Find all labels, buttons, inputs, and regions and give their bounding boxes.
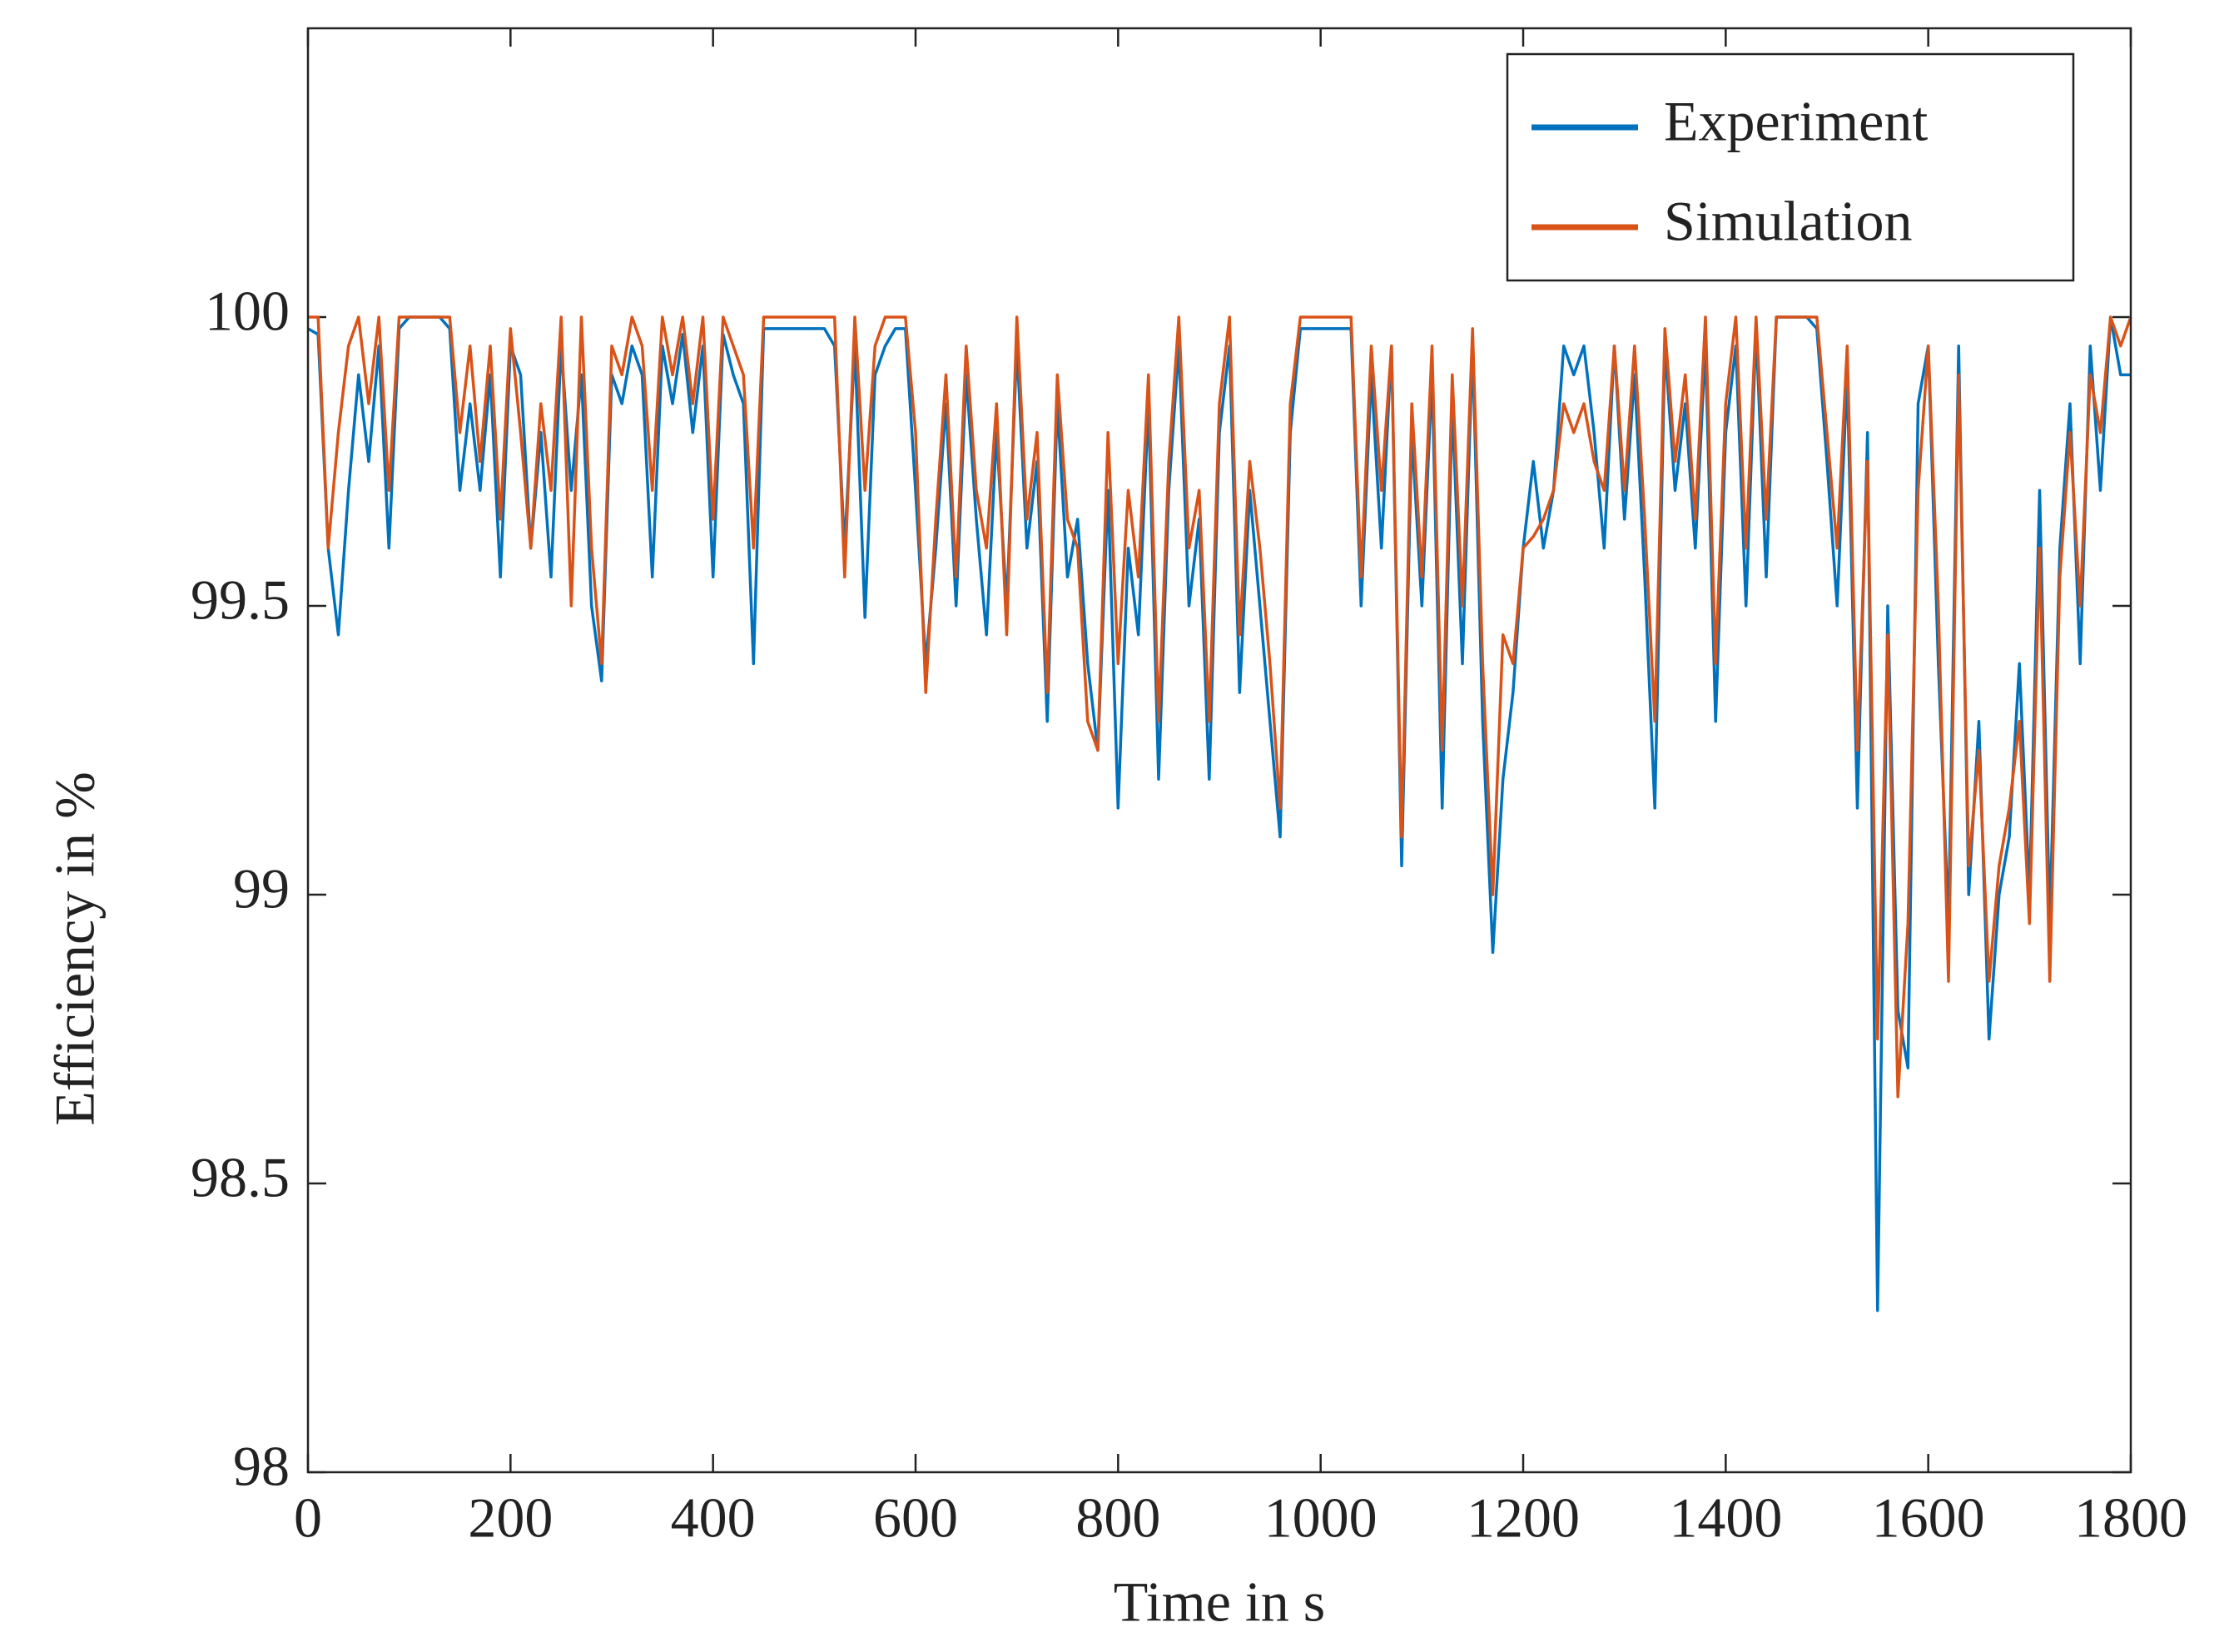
y-tick-label: 98.5 bbox=[191, 1146, 290, 1209]
y-tick-label: 98 bbox=[233, 1435, 290, 1498]
x-tick-label: 0 bbox=[294, 1486, 322, 1550]
legend-box bbox=[1506, 52, 2075, 282]
x-axis-label: Time in s bbox=[1114, 1570, 1325, 1634]
legend-label: Experiment bbox=[1664, 90, 1928, 153]
x-tick-label: 400 bbox=[671, 1486, 756, 1550]
x-tick-label: 1400 bbox=[1669, 1486, 1782, 1550]
x-tick-label: 1000 bbox=[1264, 1486, 1378, 1550]
series-line bbox=[308, 315, 2132, 1099]
x-tick-label: 1600 bbox=[1872, 1486, 1985, 1550]
x-tick-label: 200 bbox=[468, 1486, 553, 1550]
y-tick-label: 99.5 bbox=[191, 568, 290, 632]
x-tick-label: 1800 bbox=[2074, 1486, 2187, 1550]
x-tick-label: 1200 bbox=[1467, 1486, 1580, 1550]
axes-frame bbox=[306, 27, 2132, 1474]
legend-label: Simulation bbox=[1664, 190, 1912, 253]
y-axis-label: Efficiency in % bbox=[43, 771, 107, 1125]
y-tick-label: 99 bbox=[233, 857, 290, 920]
y-tick-label: 100 bbox=[205, 280, 290, 343]
x-tick-label: 600 bbox=[873, 1486, 958, 1550]
x-tick-label: 800 bbox=[1075, 1486, 1160, 1550]
